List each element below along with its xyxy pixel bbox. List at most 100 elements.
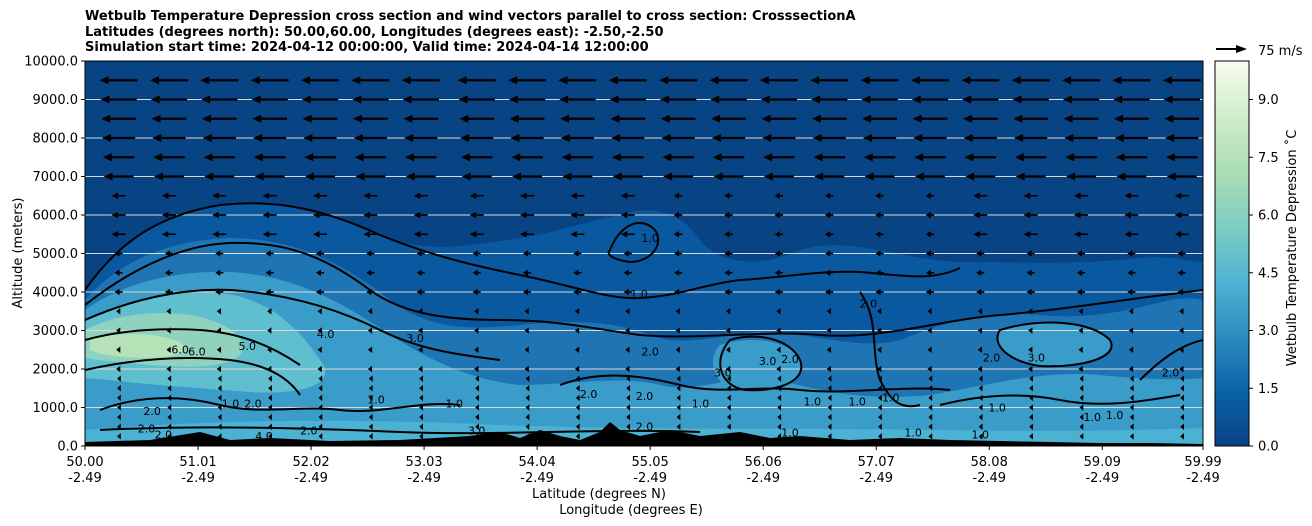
- wind-vector-r11-c18: [1026, 288, 1035, 296]
- wind-vector-r0-c16: [928, 433, 933, 440]
- wind-vector-r11-c1: [164, 288, 173, 296]
- wind-vector-r13-c16: [925, 250, 934, 257]
- wind-vector-r12-c14: [825, 269, 834, 276]
- wind-vector-r3-c21: [1180, 404, 1184, 411]
- contour-label-17: 2.0: [636, 421, 654, 434]
- contour-label-25: 1.0: [848, 396, 866, 409]
- wind-vector-r0-c14: [827, 433, 832, 440]
- y-tick-label-4: 4000.0: [33, 286, 79, 301]
- wind-vector-r12-c19: [1077, 269, 1086, 276]
- wind-vector-r16-c12: [724, 192, 733, 199]
- wind-vector-r18-c16: [914, 153, 946, 162]
- contour-label-31: 3.0: [468, 424, 486, 437]
- contour-line-11: [559, 374, 951, 393]
- contour-label-2: 5.0: [239, 340, 257, 353]
- wind-vector-r1-c4: [318, 423, 323, 430]
- wind-vector-r17-c11: [663, 172, 694, 181]
- y-tick-label-0: 0.0: [57, 440, 78, 455]
- wind-vector-r1-c0: [117, 423, 121, 430]
- wind-vector-r0-c3: [268, 433, 272, 440]
- wind-vector-r0-c0: [117, 433, 121, 440]
- wind-vector-r6-c12: [726, 375, 731, 382]
- wind-vector-r22-c20: [1112, 76, 1151, 85]
- wind-vector-r13-c19: [1077, 250, 1086, 257]
- wind-vector-r8-c13: [776, 346, 781, 353]
- wind-vector-r7-c0: [116, 365, 121, 373]
- wind-vector-r1-c6: [419, 423, 423, 430]
- contour-line-6: [607, 221, 660, 264]
- wind-vector-r21-c5: [352, 95, 389, 104]
- wind-vector-r14-c16: [925, 231, 935, 238]
- wind-vector-r1-c5: [368, 423, 373, 430]
- wind-vector-r8-c4: [317, 346, 322, 353]
- wind-vector-r21-c13: [760, 95, 798, 104]
- wind-vector-r9-c9: [574, 327, 580, 334]
- contour-label-7: 2.0: [641, 346, 659, 359]
- wind-vector-r20-c6: [403, 114, 439, 123]
- wind-vector-r2-c0: [117, 413, 121, 421]
- wind-vector-r14-c8: [520, 231, 535, 238]
- wind-vector-r6-c10: [626, 375, 631, 382]
- wind-vector-r3-c14: [827, 404, 832, 411]
- wind-vector-r8-c0: [116, 346, 121, 353]
- wind-vector-r14-c9: [570, 231, 585, 238]
- wind-vector-r9-c7: [474, 327, 479, 334]
- wind-vector-r11-c12: [724, 288, 733, 296]
- wind-vector-r19-c10: [611, 134, 645, 142]
- contour-label-18: 2.0: [300, 424, 318, 437]
- wind-vector-r15-c13: [774, 211, 784, 219]
- wind-vector-r18-c15: [863, 153, 896, 162]
- wind-vector-r5-c21: [1180, 385, 1184, 392]
- colorbar-label: Wetbulb Temperature Depression ˚C: [1284, 130, 1300, 367]
- wind-vector-r13-c5: [366, 250, 375, 257]
- wind-vector-r20-c4: [302, 114, 338, 123]
- wind-vector-r11-c11: [674, 288, 683, 296]
- contour-label-1: 6.0: [188, 346, 206, 359]
- wind-vector-r8-c6: [418, 346, 423, 353]
- wind-vector-r5-c15: [878, 385, 882, 392]
- wind-vector-r16-c16: [925, 192, 935, 199]
- wind-vector-r12-c1: [164, 269, 173, 276]
- wind-vector-r18-c13: [763, 153, 795, 162]
- wind-vector-r17-c10: [612, 172, 643, 181]
- wind-vector-r9-c12: [725, 327, 731, 334]
- wind-vector-r11-c0: [114, 288, 123, 296]
- wind-vector-r0-c7: [475, 433, 479, 440]
- contour-label-35: 1.0: [781, 426, 799, 439]
- wind-vector-r1-c19: [1079, 423, 1084, 430]
- contour-label-36: 1.0: [904, 426, 922, 439]
- wind-vector-r21-c11: [659, 95, 697, 104]
- wind-vector-r3-c6: [419, 404, 423, 411]
- wind-vector-r16-c6: [413, 192, 428, 199]
- wind-vector-r9-c8: [524, 327, 529, 334]
- wind-vector-r2-c6: [419, 413, 423, 421]
- colorbar-tick-label-3: 4.5: [1258, 266, 1279, 281]
- wind-vector-r14-c0: [111, 231, 126, 238]
- contour-label-23: 1.0: [692, 398, 710, 411]
- wind-vector-r21-c18: [1012, 95, 1049, 104]
- wind-vector-r13-c15: [875, 250, 884, 257]
- wind-vector-r15-c1: [161, 211, 176, 219]
- quiver-key-label: 75 m/s: [1258, 44, 1303, 59]
- wind-vector-r9-c19: [1078, 327, 1083, 334]
- wind-vector-r8-c9: [574, 346, 580, 353]
- wind-vector-r19-c2: [202, 134, 236, 142]
- wind-vector-r13-c6: [416, 250, 425, 257]
- wind-vector-r0-c18: [1029, 433, 1033, 440]
- wind-vector-r0-c13: [777, 433, 782, 440]
- wind-vector-r11-c6: [416, 288, 425, 296]
- wind-vector-r15-c14: [825, 211, 834, 219]
- contour-line-8: [996, 321, 1113, 368]
- wind-vector-r5-c0: [117, 385, 121, 392]
- wind-vector-r2-c10: [626, 413, 631, 421]
- wind-vector-r0-c4: [318, 433, 323, 440]
- chart-title-line1: Wetbulb Temperature Depression cross sec…: [85, 9, 856, 24]
- wind-vector-r15-c21: [1174, 211, 1189, 219]
- contour-line-12: [99, 397, 461, 413]
- wind-vector-r10-c11: [675, 308, 680, 315]
- x-tick-lon-3: -2.49: [407, 471, 441, 486]
- wind-vector-r2-c13: [777, 413, 782, 421]
- wind-vector-r18-c9: [561, 153, 594, 162]
- wind-vector-r5-c8: [525, 385, 530, 392]
- wind-vector-r1-c1: [167, 423, 172, 430]
